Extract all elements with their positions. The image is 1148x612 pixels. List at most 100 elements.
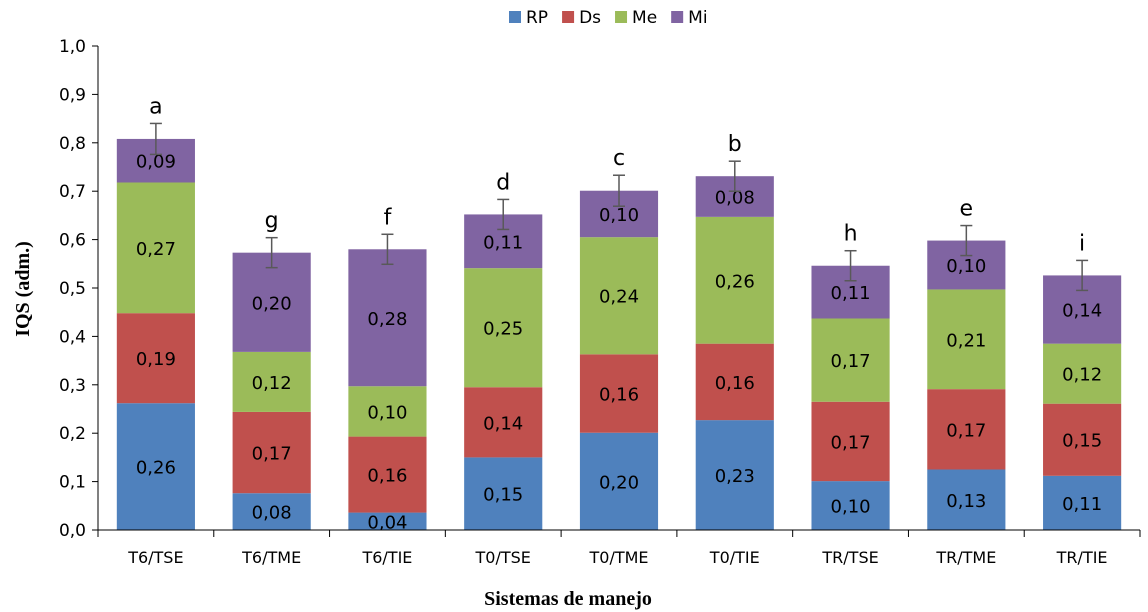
data-label: 0,23: [715, 466, 755, 487]
data-label: 0,12: [252, 373, 292, 394]
bar-segment-ds: [1043, 403, 1122, 476]
bar-segment-rp: [232, 493, 311, 530]
y-tick-label: 0,6: [59, 231, 86, 251]
significance-letter: i: [1079, 231, 1085, 256]
data-label: 0,08: [252, 503, 292, 524]
y-tick-label: 0,5: [59, 279, 86, 299]
data-label: 0,08: [715, 188, 755, 209]
axes: T6/TSE T6/TME T6/TIE T0/TSE T0/TME T0/TIE TR/T…: [59, 37, 1141, 567]
bar-segment-me: [464, 268, 543, 388]
data-label: 0,14: [483, 413, 523, 434]
bar-segment-ds: [464, 387, 543, 458]
significance-letter: a: [149, 94, 162, 119]
data-label: 0,21: [946, 330, 986, 351]
data-label: 0,28: [367, 309, 407, 330]
data-label: 0,11: [831, 283, 871, 304]
x-tick-label: TR/TSE: [821, 548, 878, 567]
bar-segment-ds: [348, 436, 427, 513]
data-label: 0,17: [946, 420, 986, 441]
y-tick-label: 0,4: [59, 327, 86, 347]
y-tick-label: 0,3: [59, 376, 86, 396]
bar-segment-rp: [464, 457, 543, 530]
data-label: 0,26: [715, 271, 755, 292]
significance-letter: e: [960, 197, 974, 222]
legend-label: Ds: [579, 8, 601, 28]
x-tick-label: T6/TIE: [361, 548, 412, 567]
y-tick-label: 0,2: [59, 424, 86, 444]
x-tick-label: T0/TSE: [475, 548, 531, 567]
data-label: 0,09: [136, 152, 176, 173]
legend-label: RP: [526, 8, 548, 28]
bar-segment-ds: [579, 354, 659, 433]
bar-segment-me: [116, 182, 195, 314]
legend-label: Mi: [688, 8, 707, 28]
error-bars: a g f d c b h e i: [149, 94, 1089, 292]
legend-swatch: [671, 11, 684, 23]
bar-segment-ds: [927, 389, 1006, 470]
x-tick-label: TR/TIE: [1056, 548, 1108, 567]
legend-label: Me: [632, 8, 657, 28]
data-label: 0,26: [136, 458, 176, 479]
data-label: 0,20: [599, 472, 639, 493]
significance-letter: d: [496, 170, 510, 195]
y-tick-label: 0,8: [59, 134, 86, 154]
bar-segment-rp: [811, 481, 890, 530]
data-label: 0,19: [136, 349, 176, 370]
data-label: 0,25: [483, 319, 523, 340]
bars: 0,26 0,19 0,27 0,09 0,08 0,17 0,12 0,20 0,04 0,16…: [116, 138, 1122, 533]
data-label: 0,04: [367, 512, 407, 533]
bar-segment-rp: [1043, 475, 1122, 530]
data-label: 0,11: [483, 232, 523, 253]
significance-letter: g: [265, 209, 279, 234]
data-label: 0,15: [1062, 431, 1102, 452]
bar-segment-mi: [232, 252, 311, 352]
bar-segment-me: [1043, 343, 1122, 404]
bar-segment-rp: [695, 420, 774, 530]
legend-swatch: [562, 11, 575, 23]
bar-segment-rp: [348, 512, 427, 530]
x-tick-label: T6/TME: [241, 548, 301, 567]
legend-swatch: [615, 11, 628, 23]
bar-segment-mi: [348, 249, 427, 387]
bar-segment-me: [579, 237, 659, 355]
x-tick-label: T6/TSE: [127, 548, 183, 567]
y-tick-label: 0,0: [59, 521, 86, 541]
significance-letter: h: [844, 222, 858, 247]
bar-segment-ds: [811, 401, 890, 482]
data-label: 0,15: [483, 485, 523, 506]
data-label: 0,16: [715, 373, 755, 394]
y-tick-label: 1,0: [59, 37, 86, 57]
x-tick-label: T0/TME: [588, 548, 648, 567]
legend: RP Ds Me Mi: [509, 8, 708, 28]
bar-segment-rp: [579, 432, 659, 530]
data-label: 0,10: [599, 205, 639, 226]
data-label: 0,20: [252, 293, 292, 314]
bar-segment-rp: [927, 469, 1006, 530]
data-label: 0,11: [1062, 494, 1102, 515]
bar-segment-me: [927, 289, 1006, 390]
bar-segment-rp: [116, 403, 195, 530]
x-tick-label: TR/TME: [935, 548, 996, 567]
bar-segment-ds: [232, 411, 311, 494]
legend-swatch: [509, 11, 521, 23]
data-label: 0,16: [367, 466, 407, 487]
bar-segment-me: [811, 318, 890, 402]
data-label: 0,10: [946, 256, 986, 277]
y-tick-label: 0,7: [59, 182, 86, 202]
bar-segment-me: [695, 216, 774, 344]
data-label: 0,27: [136, 239, 176, 260]
significance-letter: f: [384, 205, 393, 230]
data-label: 0,10: [367, 402, 407, 423]
data-label: 0,24: [599, 287, 639, 308]
data-label: 0,10: [831, 497, 871, 518]
data-label: 0,12: [1062, 365, 1102, 386]
data-label: 0,13: [946, 491, 986, 512]
y-axis-title: IQS (adm.): [12, 241, 34, 337]
x-axis-title: Sistemas de manejo: [484, 588, 652, 610]
y-tick-label: 0,1: [59, 473, 86, 493]
data-label: 0,16: [599, 385, 639, 406]
bar-segment-ds: [695, 343, 774, 421]
data-label: 0,14: [1062, 301, 1102, 322]
x-tick-label: T0/TIE: [709, 548, 760, 567]
